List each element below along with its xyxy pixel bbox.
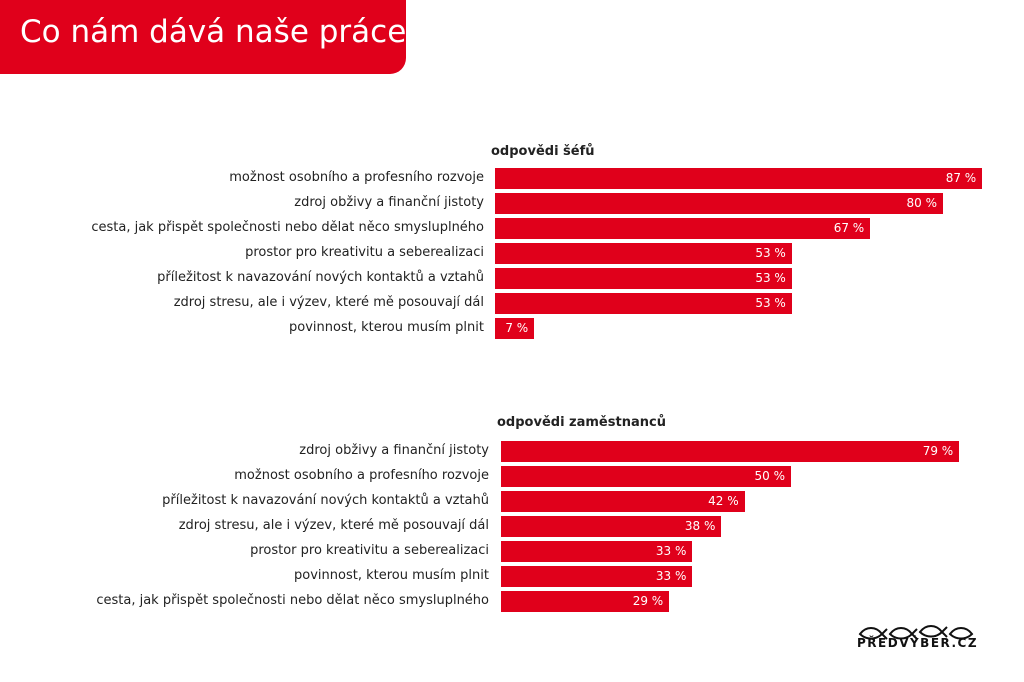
category-label: cesta, jak přispět společnosti nebo děla… xyxy=(91,220,484,235)
brand-logo-text: PŘEDVÝBĚR.CZ xyxy=(857,636,979,650)
value-label: 50 % xyxy=(754,469,786,483)
value-label: 80 % xyxy=(906,196,938,210)
category-label: zdroj stresu, ale i výzev, které mě poso… xyxy=(173,295,484,310)
category-label: prostor pro kreativitu a seberealizaci xyxy=(250,543,489,558)
category-label: příležitost k navazování nových kontaktů… xyxy=(162,493,489,508)
bar xyxy=(501,566,693,587)
value-label: 33 % xyxy=(655,544,687,558)
value-label: 33 % xyxy=(655,569,687,583)
bar xyxy=(495,293,792,314)
chart-title-2: odpovědi zaměstnanců xyxy=(497,415,666,430)
category-label: příležitost k navazování nových kontaktů… xyxy=(157,270,484,285)
title-banner: Co nám dává naše práce xyxy=(0,0,406,74)
bar xyxy=(495,268,792,289)
bar xyxy=(495,318,535,339)
value-label: 67 % xyxy=(833,221,865,235)
bar xyxy=(495,168,983,189)
value-label: 53 % xyxy=(755,271,786,285)
value-label: 79 % xyxy=(922,444,954,458)
category-label: možnost osobního a profesního rozvoje xyxy=(229,170,484,185)
fish-logo-icon xyxy=(858,625,974,640)
category-label: cesta, jak přispět společnosti nebo děla… xyxy=(96,593,489,608)
bar xyxy=(501,441,960,462)
category-label: zdroj stresu, ale i výzev, které mě poso… xyxy=(178,518,489,533)
bar xyxy=(501,491,745,512)
value-label: 7 % xyxy=(505,321,529,335)
bar xyxy=(495,243,792,264)
chart-title-1: odpovědi šéfů xyxy=(491,144,595,159)
value-label: 53 % xyxy=(755,246,786,260)
value-label: 38 % xyxy=(684,519,716,533)
bar xyxy=(501,466,791,487)
value-label: 53 % xyxy=(755,296,786,310)
bar xyxy=(495,218,871,239)
category-label: povinnost, kterou musím plnit xyxy=(294,568,489,583)
category-label: prostor pro kreativitu a seberealizaci xyxy=(245,245,484,260)
category-label: povinnost, kterou musím plnit xyxy=(289,320,484,335)
page-title: Co nám dává naše práce xyxy=(20,14,407,50)
category-label: zdroj obživy a finanční jistoty xyxy=(294,195,484,210)
bar xyxy=(501,591,670,612)
category-label: možnost osobního a profesního rozvoje xyxy=(234,468,489,483)
value-label: 42 % xyxy=(708,494,739,508)
bar xyxy=(501,541,693,562)
bar xyxy=(495,193,943,214)
value-label: 87 % xyxy=(945,171,977,185)
category-label: zdroj obživy a finanční jistoty xyxy=(299,443,489,458)
value-label: 29 % xyxy=(632,594,664,608)
bar xyxy=(501,516,722,537)
